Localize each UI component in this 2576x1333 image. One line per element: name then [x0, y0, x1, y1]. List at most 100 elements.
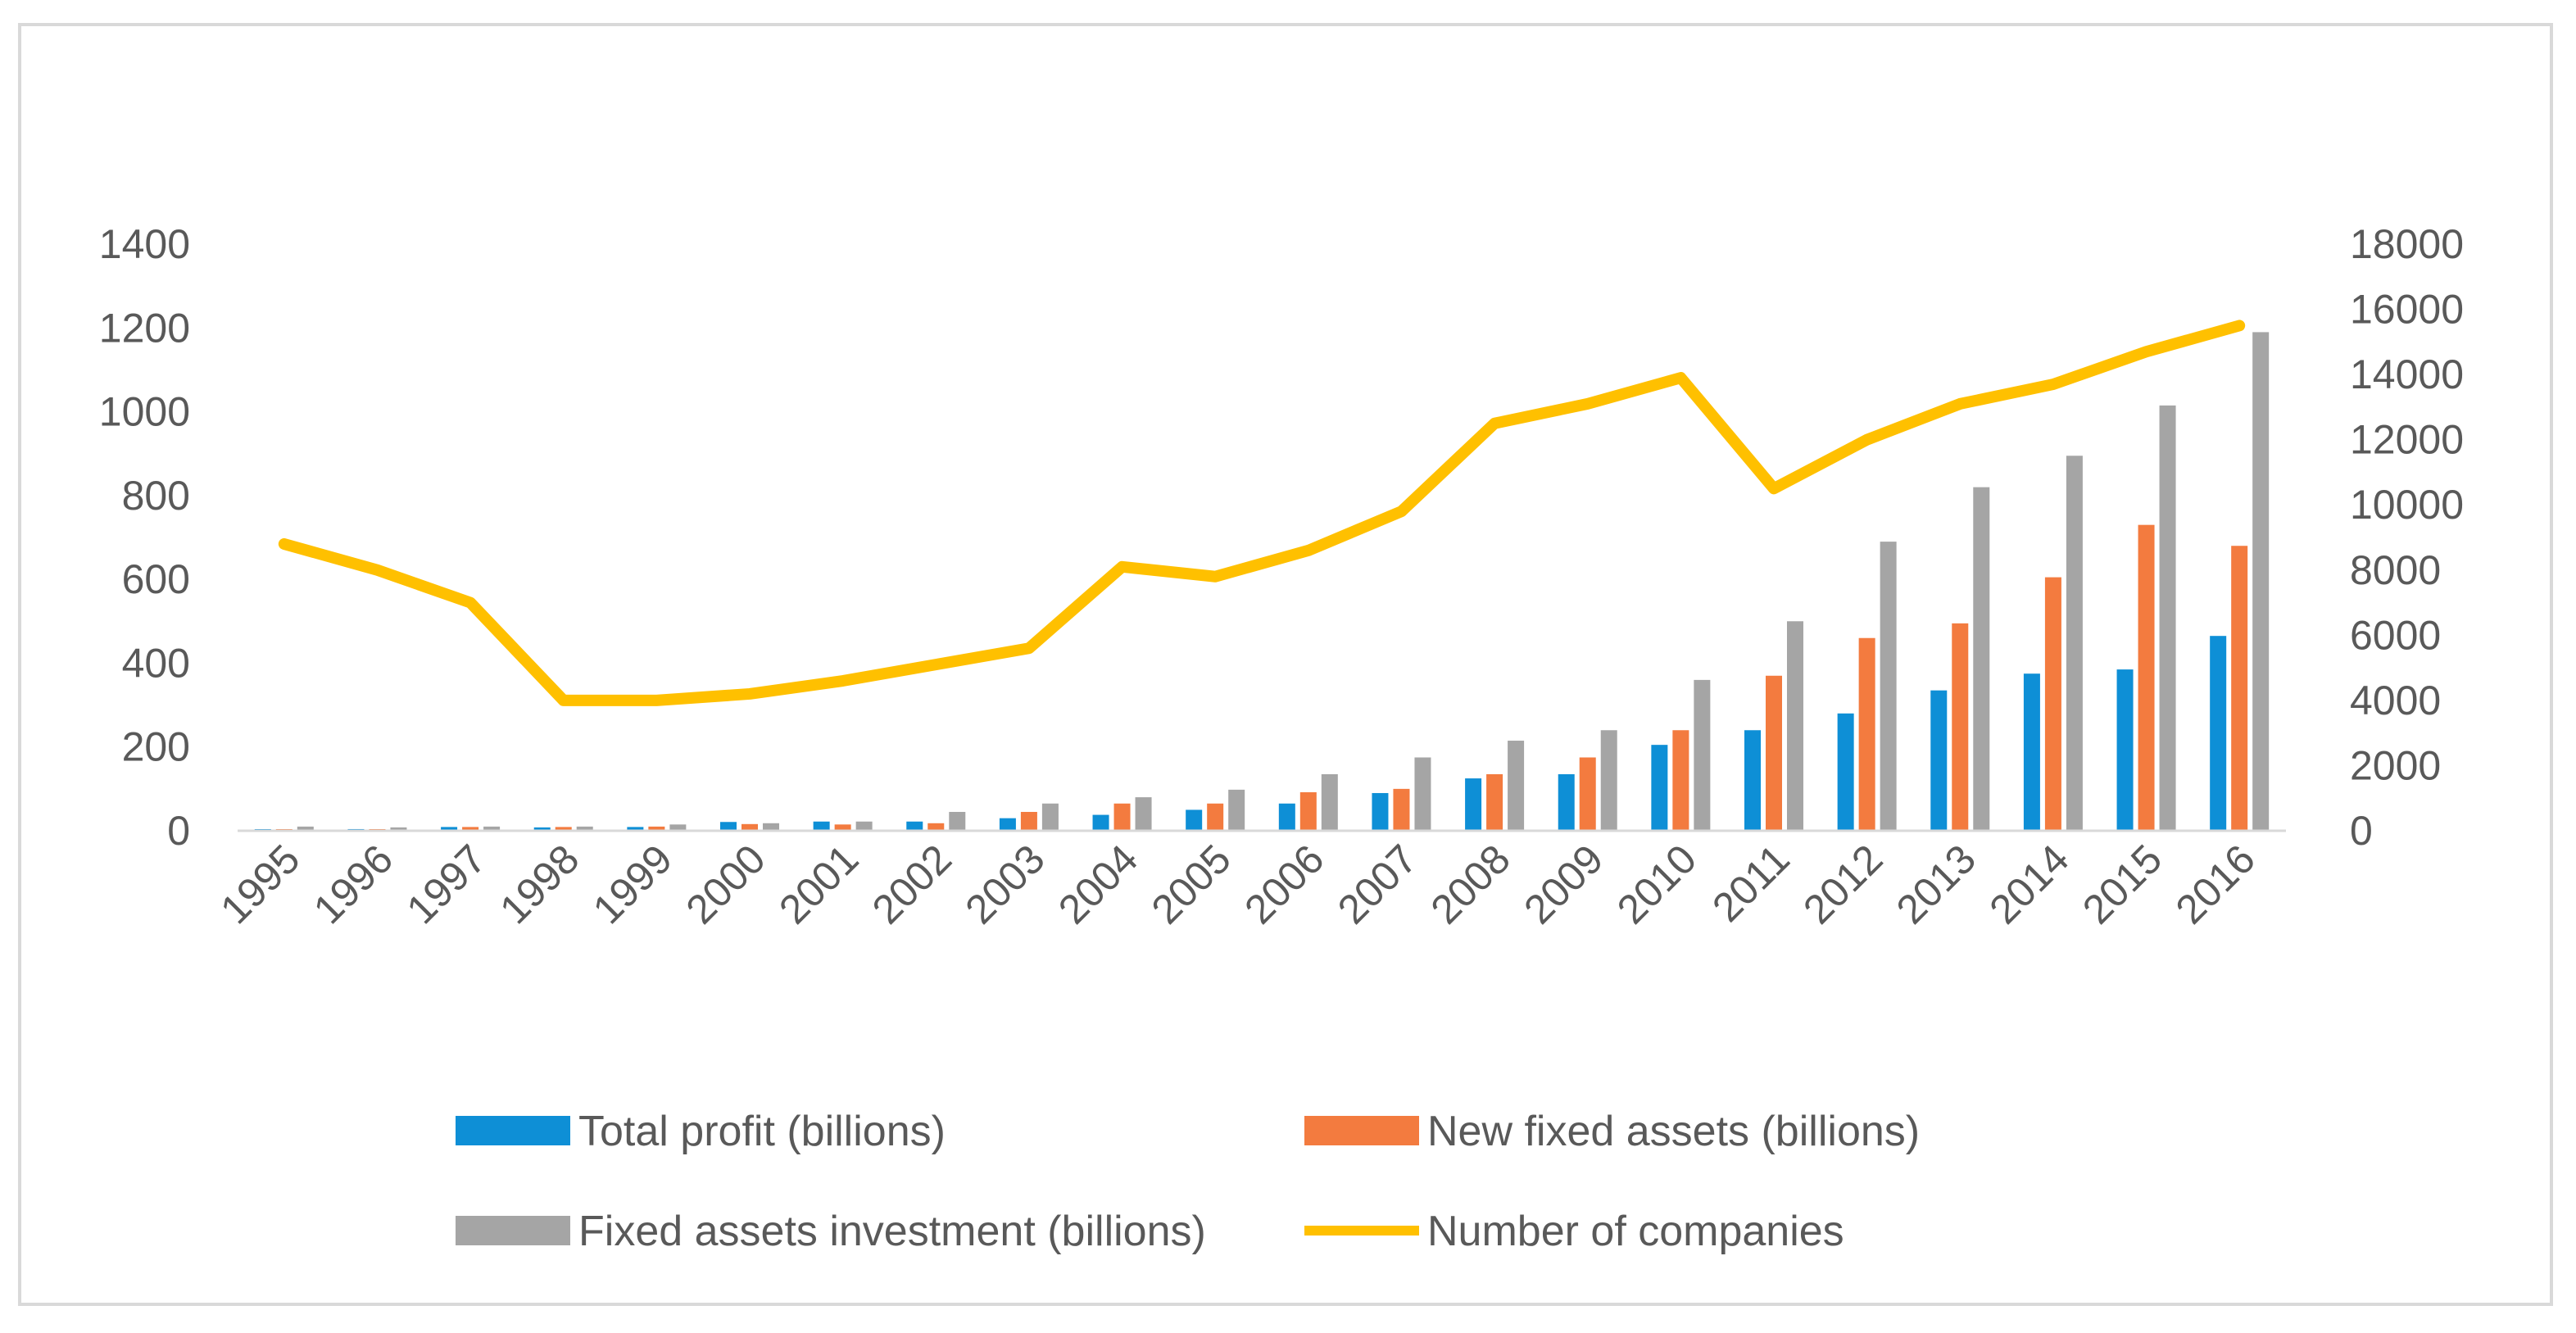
right-tick-label: 16000 [2350, 287, 2464, 333]
bar-fixed-assets-investment [763, 823, 779, 831]
x-tick-label: 2011 [1703, 836, 1798, 931]
right-tick-label: 8000 [2350, 547, 2441, 593]
bar-total-profit [999, 818, 1016, 831]
bar-total-profit [1651, 745, 1668, 831]
bar-new-fixed-assets [2138, 524, 2155, 831]
x-tick-label: 2012 [1794, 836, 1891, 932]
legend: Total profit (billions) New fixed assets … [456, 1108, 1920, 1255]
bar-fixed-assets-investment [1600, 730, 1617, 831]
x-tick-label: 2003 [956, 836, 1053, 932]
bar-fixed-assets-investment [2252, 332, 2270, 831]
bar-fixed-assets-investment [1694, 679, 1711, 831]
bar-new-fixed-assets [742, 823, 758, 831]
x-tick-label: 2000 [678, 836, 774, 932]
left-tick-label: 0 [167, 808, 190, 854]
bar-total-profit [2116, 669, 2134, 831]
x-tick-label: 2015 [2074, 836, 2170, 932]
bar-total-profit [813, 821, 830, 831]
left-tick-label: 800 [122, 473, 190, 519]
bar-new-fixed-assets [648, 826, 665, 831]
bar-new-fixed-assets [1579, 757, 1596, 831]
bar-new-fixed-assets [1113, 803, 1131, 831]
x-tick-label: 2016 [2167, 836, 2264, 932]
left-tick-label: 600 [122, 556, 190, 602]
bar-total-profit [2023, 673, 2040, 831]
legend-swatch-new-fixed-assets [1304, 1116, 1419, 1145]
bar-fixed-assets-investment [855, 821, 873, 831]
bar-total-profit [906, 821, 923, 831]
bar-total-profit [1837, 713, 1854, 831]
bar-fixed-assets-investment [1228, 789, 1245, 831]
bar-new-fixed-assets [1393, 788, 1410, 831]
bar-new-fixed-assets [555, 827, 572, 831]
bar-new-fixed-assets [927, 823, 945, 831]
bar-total-profit [533, 827, 551, 831]
bar-total-profit [720, 822, 737, 831]
x-tick-label: 2014 [1980, 836, 2077, 932]
x-tick-label: 1999 [584, 836, 681, 932]
x-tick-label: 2004 [1050, 836, 1146, 932]
bar-fixed-assets-investment [1787, 621, 1803, 831]
bar-fixed-assets-investment [1041, 803, 1059, 831]
bar-total-profit [1465, 778, 1482, 831]
right-tick-label: 4000 [2350, 678, 2441, 723]
bar-new-fixed-assets [462, 827, 479, 831]
x-tick-label: 2007 [1329, 836, 1426, 932]
bar-fixed-assets-investment [1880, 542, 1897, 831]
right-tick-label: 2000 [2350, 742, 2441, 788]
bar-total-profit [2210, 636, 2227, 831]
right-tick-label: 14000 [2350, 351, 2464, 397]
right-tick-label: 6000 [2350, 612, 2441, 658]
bar-new-fixed-assets [1486, 773, 1503, 831]
x-axis-ticks: 1995199619971998199920002001200220032004… [211, 836, 2264, 932]
bar-fixed-assets-investment [1135, 797, 1152, 831]
bar-fixed-assets-investment [2159, 405, 2176, 831]
bar-fixed-assets-investment [2066, 456, 2083, 831]
legend-swatch-total-profit [456, 1116, 570, 1145]
x-tick-label: 1998 [491, 836, 587, 932]
bar-total-profit [627, 827, 644, 831]
bar-new-fixed-assets [1020, 811, 1037, 831]
bar-total-profit [1744, 730, 1761, 831]
right-tick-label: 18000 [2350, 221, 2464, 267]
bar-total-profit [1278, 803, 1295, 831]
bar-total-profit [1092, 814, 1109, 831]
bar-total-profit [441, 827, 458, 831]
bar-total-profit [1930, 690, 1948, 831]
x-tick-label: 1996 [305, 836, 401, 932]
x-tick-label: 2013 [1888, 836, 1984, 932]
bar-total-profit [1558, 773, 1575, 831]
bar-fixed-assets-investment [483, 826, 501, 831]
bar-new-fixed-assets [2044, 577, 2061, 831]
bar-new-fixed-assets [1766, 675, 1782, 831]
right-tick-label: 12000 [2350, 417, 2464, 463]
x-tick-label: 2002 [864, 836, 960, 932]
x-tick-label: 2005 [1143, 836, 1240, 932]
legend-label-new-fixed-assets: New fixed assets (billions) [1427, 1108, 1920, 1155]
bar-fixed-assets-investment [1414, 757, 1431, 831]
legend-label-number-of-companies: Number of companies [1427, 1208, 1844, 1255]
bar-new-fixed-assets [1299, 791, 1317, 831]
bar-fixed-assets-investment [390, 827, 407, 831]
bar-fixed-assets-investment [1508, 741, 1525, 831]
left-tick-label: 1400 [99, 221, 190, 267]
x-tick-label: 2006 [1236, 836, 1332, 932]
chart-frame [18, 23, 2553, 1306]
bar-total-profit [1372, 792, 1389, 831]
x-tick-label: 1997 [398, 836, 495, 932]
bar-fixed-assets-investment [1973, 487, 1990, 831]
x-tick-label: 2010 [1608, 836, 1705, 932]
legend-swatch-fixed-assets-investment [456, 1216, 570, 1245]
bar-series [254, 332, 2270, 831]
legend-label-fixed-assets-investment: Fixed assets investment (billions) [578, 1208, 1206, 1255]
x-tick-label: 2008 [1422, 836, 1519, 932]
bar-fixed-assets-investment [669, 824, 687, 831]
legend-label-total-profit: Total profit (billions) [578, 1108, 946, 1155]
right-tick-label: 0 [2350, 808, 2373, 854]
left-tick-label: 1200 [99, 305, 190, 351]
x-tick-label: 2009 [1515, 836, 1612, 932]
bar-fixed-assets-investment [1321, 773, 1338, 831]
bar-new-fixed-assets [1207, 803, 1224, 831]
line-number-of-companies [278, 320, 2246, 706]
